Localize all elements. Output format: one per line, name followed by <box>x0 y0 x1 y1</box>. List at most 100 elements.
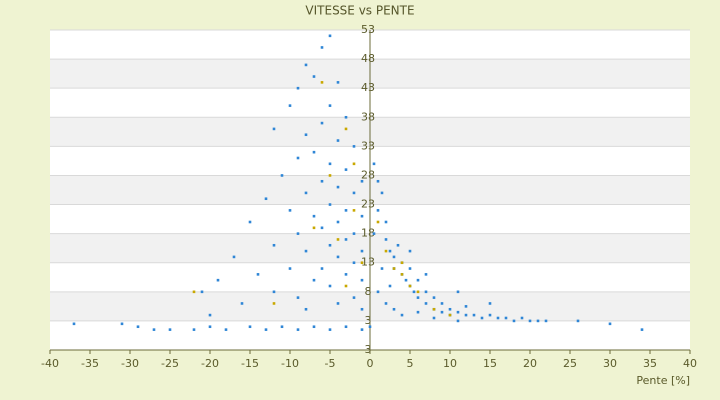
point <box>344 238 348 241</box>
point <box>640 328 644 331</box>
point <box>400 261 404 265</box>
point <box>304 307 308 311</box>
point <box>192 290 196 294</box>
point <box>464 305 468 308</box>
point <box>360 249 364 253</box>
x-tick-label: 20 <box>523 357 537 370</box>
point <box>312 325 316 329</box>
x-tick-label: 30 <box>603 357 617 370</box>
point <box>304 249 308 253</box>
point <box>272 302 276 305</box>
point <box>344 127 348 131</box>
y-tick-label: 23 <box>361 198 375 211</box>
point <box>296 156 300 160</box>
x-tick-label: -35 <box>81 357 99 370</box>
point <box>232 255 236 259</box>
x-tick-label: 10 <box>443 357 457 370</box>
point <box>304 133 308 137</box>
point <box>248 325 252 329</box>
x-tick-label: 35 <box>643 357 657 370</box>
point <box>216 278 220 282</box>
point <box>344 168 348 171</box>
point <box>408 267 412 270</box>
point <box>400 313 404 317</box>
point <box>288 104 292 107</box>
point <box>296 86 300 90</box>
point <box>412 290 416 294</box>
point <box>360 214 364 218</box>
point <box>168 328 172 331</box>
x-tick-label: 25 <box>563 357 577 370</box>
point <box>296 232 300 235</box>
point <box>120 322 124 326</box>
point <box>328 203 332 206</box>
point <box>272 290 276 294</box>
point <box>256 273 260 276</box>
x-tick-label: 0 <box>367 357 374 370</box>
point <box>304 63 308 67</box>
point <box>488 313 492 317</box>
point <box>304 191 308 195</box>
point <box>208 313 212 317</box>
point <box>520 316 524 320</box>
point <box>408 249 412 253</box>
point <box>416 290 420 294</box>
y-tick-label: 18 <box>361 227 375 240</box>
point <box>488 302 492 305</box>
point <box>388 249 392 253</box>
point <box>372 162 376 166</box>
point <box>360 307 364 311</box>
point <box>456 310 460 314</box>
point <box>448 307 452 311</box>
y-tick-label: 8 <box>365 285 372 298</box>
point <box>424 290 428 294</box>
point <box>576 319 580 323</box>
point <box>392 255 396 259</box>
point <box>328 104 332 107</box>
point <box>192 328 196 331</box>
point <box>544 319 548 323</box>
point <box>328 34 332 38</box>
x-axis-label: Pente [%] <box>636 374 690 387</box>
point <box>384 238 388 241</box>
y-tick-label: 13 <box>361 256 375 269</box>
x-tick-label: 40 <box>683 357 697 370</box>
point <box>408 284 412 288</box>
point <box>404 278 408 282</box>
point <box>152 328 156 331</box>
y-tick-label: 3 <box>365 314 372 327</box>
point <box>336 185 340 189</box>
point <box>320 46 324 49</box>
point <box>272 127 276 131</box>
point <box>384 220 388 224</box>
x-tick-label: -20 <box>201 357 219 370</box>
point <box>296 328 300 331</box>
point <box>456 319 460 323</box>
point <box>512 319 516 323</box>
point <box>344 325 348 329</box>
point <box>368 325 372 329</box>
point <box>528 319 532 323</box>
point <box>416 296 420 299</box>
x-tick-label: -25 <box>161 357 179 370</box>
point <box>496 316 500 320</box>
point <box>504 316 508 320</box>
point <box>392 267 396 270</box>
point <box>344 284 348 288</box>
point <box>312 75 316 78</box>
point <box>360 261 364 265</box>
point <box>360 278 364 282</box>
point <box>432 296 436 299</box>
point <box>392 307 396 311</box>
point <box>320 121 324 125</box>
y-tick-label: 38 <box>361 110 375 123</box>
point <box>376 209 380 212</box>
point <box>336 302 340 305</box>
point <box>608 322 612 326</box>
point <box>320 267 324 270</box>
point <box>376 290 380 294</box>
point <box>400 273 404 276</box>
point <box>352 232 356 235</box>
point <box>320 226 324 230</box>
